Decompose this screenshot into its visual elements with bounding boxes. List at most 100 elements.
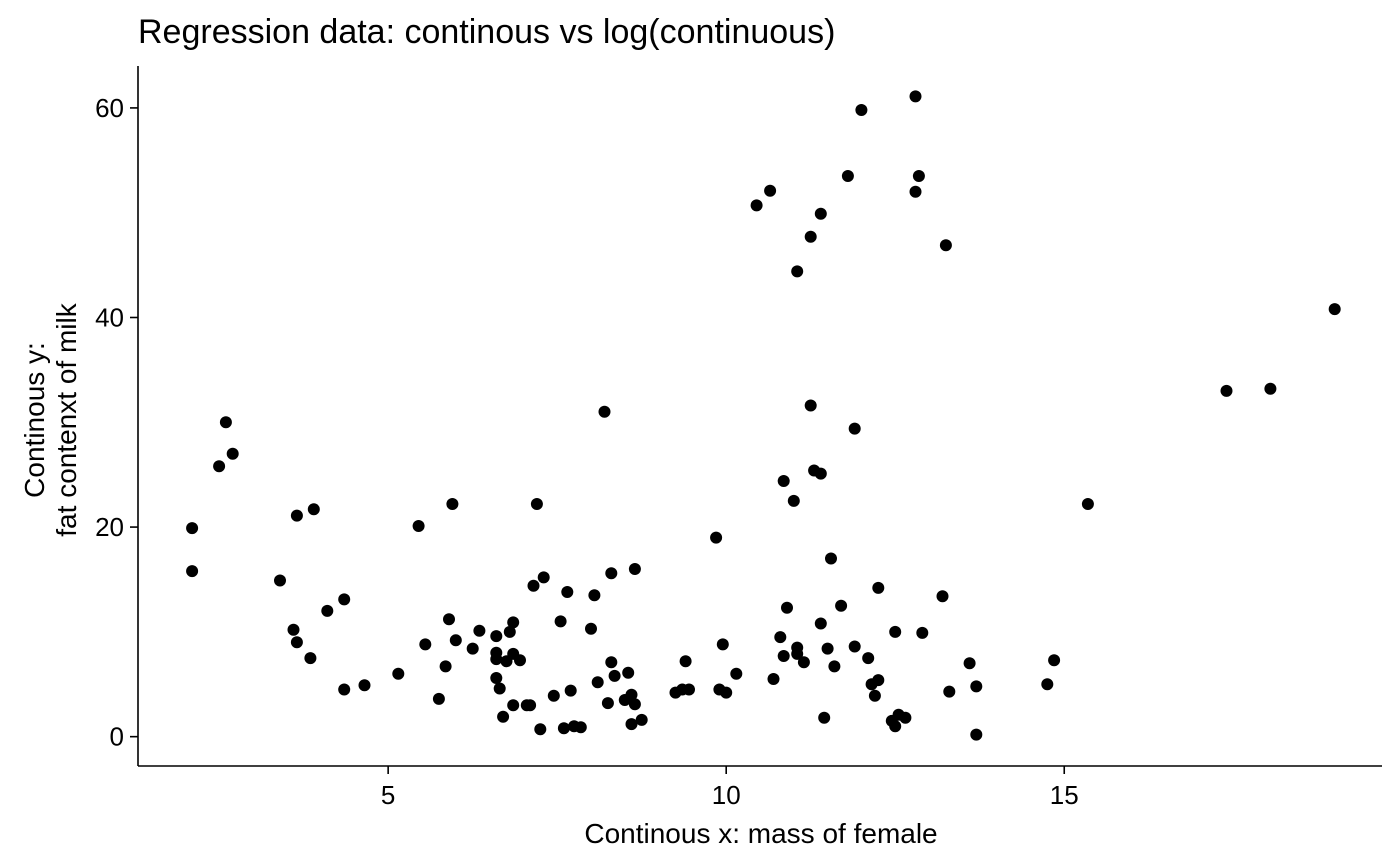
data-point-51 bbox=[585, 622, 597, 635]
data-point-76 bbox=[764, 184, 777, 197]
data-point-3 bbox=[213, 460, 226, 473]
data-point-70 bbox=[710, 531, 723, 544]
data-point-21 bbox=[443, 613, 455, 626]
data-point-13 bbox=[338, 593, 351, 606]
data-point-101 bbox=[855, 104, 868, 116]
data-point-90 bbox=[814, 207, 827, 220]
data-point-117 bbox=[939, 239, 952, 252]
data-point-73 bbox=[720, 686, 733, 699]
data-point-61 bbox=[625, 718, 638, 731]
data-point-34 bbox=[507, 616, 520, 629]
data-point-52 bbox=[588, 589, 601, 602]
data-point-29 bbox=[490, 672, 503, 684]
data-point-91 bbox=[814, 467, 827, 480]
points-layer bbox=[186, 90, 1341, 741]
data-point-92 bbox=[814, 617, 827, 630]
y-axis-title-line-1: Continous y: bbox=[19, 342, 50, 498]
data-point-56 bbox=[605, 567, 618, 580]
data-point-46 bbox=[557, 722, 570, 735]
data-point-94 bbox=[821, 642, 834, 655]
data-point-11 bbox=[307, 503, 320, 516]
data-point-17 bbox=[412, 520, 425, 532]
data-point-116 bbox=[936, 590, 949, 603]
data-point-120 bbox=[970, 680, 983, 693]
data-point-97 bbox=[835, 599, 848, 612]
data-point-10 bbox=[304, 652, 317, 665]
data-point-4 bbox=[219, 416, 232, 429]
data-point-75 bbox=[750, 199, 763, 212]
data-point-2 bbox=[186, 565, 199, 578]
data-point-40 bbox=[527, 579, 540, 592]
data-point-87 bbox=[804, 399, 817, 412]
data-point-125 bbox=[1220, 384, 1233, 397]
y-ticks: 0 20 40 60 bbox=[95, 93, 138, 752]
data-point-122 bbox=[1041, 678, 1054, 691]
data-point-62 bbox=[625, 688, 638, 701]
data-point-6 bbox=[274, 574, 286, 587]
data-point-25 bbox=[473, 624, 486, 637]
data-point-57 bbox=[605, 656, 618, 669]
data-point-79 bbox=[777, 475, 790, 487]
data-point-33 bbox=[503, 625, 516, 638]
data-point-24 bbox=[466, 642, 479, 655]
data-point-31 bbox=[497, 710, 510, 723]
data-point-102 bbox=[862, 652, 875, 665]
data-point-99 bbox=[848, 422, 861, 435]
data-point-1 bbox=[186, 522, 199, 535]
data-point-42 bbox=[534, 723, 547, 736]
y-axis-title-line-2: fat contenxt of milk bbox=[51, 302, 82, 536]
data-point-113 bbox=[909, 185, 922, 198]
data-point-119 bbox=[963, 657, 976, 670]
data-point-45 bbox=[554, 615, 567, 628]
data-point-86 bbox=[797, 656, 810, 669]
data-point-88 bbox=[804, 230, 817, 243]
data-point-20 bbox=[439, 660, 452, 673]
data-point-63 bbox=[628, 563, 641, 575]
data-point-28 bbox=[490, 653, 503, 666]
data-point-85 bbox=[791, 647, 804, 660]
data-point-109 bbox=[889, 625, 902, 638]
data-point-18 bbox=[419, 638, 432, 651]
x-ticks: 5 10 15 bbox=[381, 766, 1079, 810]
data-point-5 bbox=[226, 447, 239, 460]
data-point-98 bbox=[841, 170, 854, 182]
data-point-36 bbox=[507, 699, 520, 712]
data-point-30 bbox=[493, 682, 506, 695]
x-axis-title: Continous x: mass of female bbox=[584, 818, 937, 849]
data-point-58 bbox=[608, 669, 621, 682]
data-point-16 bbox=[392, 667, 405, 680]
data-point-93 bbox=[818, 711, 831, 724]
data-point-106 bbox=[872, 674, 885, 687]
data-point-44 bbox=[547, 689, 560, 702]
data-point-8 bbox=[290, 509, 303, 522]
data-point-112 bbox=[909, 90, 922, 103]
data-point-83 bbox=[791, 265, 804, 278]
data-point-47 bbox=[561, 586, 574, 598]
data-point-68 bbox=[679, 655, 692, 668]
data-point-64 bbox=[628, 698, 641, 711]
x-tick-label-5: 5 bbox=[381, 780, 395, 810]
chart-title: Regression data: continous vs log(contin… bbox=[138, 13, 835, 51]
data-point-81 bbox=[781, 601, 793, 614]
data-point-9 bbox=[290, 636, 303, 649]
data-point-127 bbox=[1328, 303, 1341, 316]
data-point-74 bbox=[730, 667, 743, 680]
data-point-19 bbox=[432, 692, 445, 705]
data-point-23 bbox=[449, 634, 462, 647]
data-point-95 bbox=[825, 552, 837, 565]
data-point-118 bbox=[943, 685, 956, 698]
x-tick-label-15: 15 bbox=[1050, 780, 1079, 810]
data-point-50 bbox=[574, 721, 587, 734]
data-point-43 bbox=[537, 571, 550, 584]
data-point-54 bbox=[598, 405, 611, 418]
data-point-100 bbox=[848, 640, 861, 653]
data-point-82 bbox=[787, 494, 800, 507]
data-point-126 bbox=[1264, 382, 1277, 395]
data-point-7 bbox=[287, 623, 300, 636]
data-point-124 bbox=[1081, 498, 1094, 510]
data-point-121 bbox=[970, 728, 983, 741]
data-point-65 bbox=[635, 713, 648, 726]
data-point-105 bbox=[872, 581, 885, 594]
data-point-77 bbox=[767, 673, 780, 685]
